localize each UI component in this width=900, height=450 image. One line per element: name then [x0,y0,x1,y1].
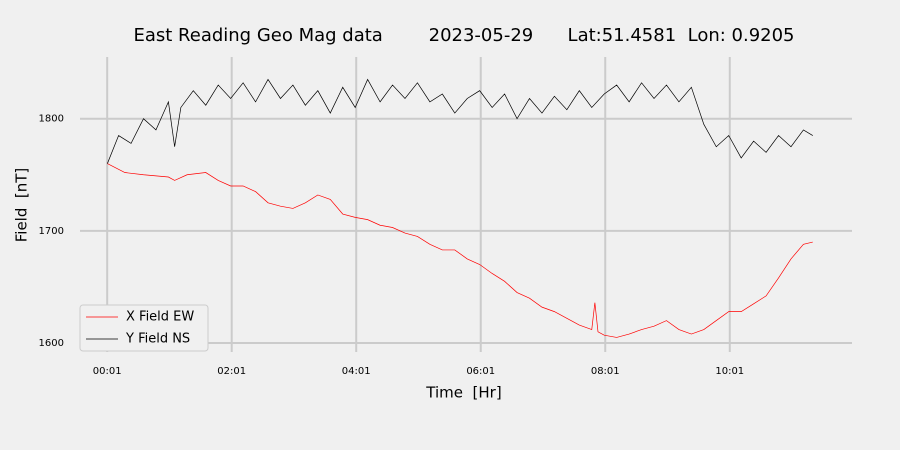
legend-box [79,304,209,352]
legend: X Field EW Y Field NS [79,304,209,352]
x-axis-label: Time [Hr] [425,384,501,402]
x-tick-label: 04:01 [342,366,371,377]
x-tick-label: 10:01 [715,366,744,377]
x-tick-label: 02:01 [217,366,246,377]
x-tick-label: 06:01 [466,366,495,377]
y-tick-label: 1800 [39,114,64,125]
legend-label: Y Field NS [125,332,190,347]
chart-title: East Reading Geo Mag data 2023-05-29 Lat… [133,25,794,46]
x-tick-label: 08:01 [591,366,620,377]
y-tick-label: 1600 [39,338,64,349]
x-tick-label: 00:01 [93,366,122,377]
legend-label: X Field EW [126,310,194,325]
y-tick-label: 1700 [39,226,64,237]
data-line [107,163,813,338]
y-axis-label: Field [nT] [13,168,31,243]
data-line [107,78,813,164]
